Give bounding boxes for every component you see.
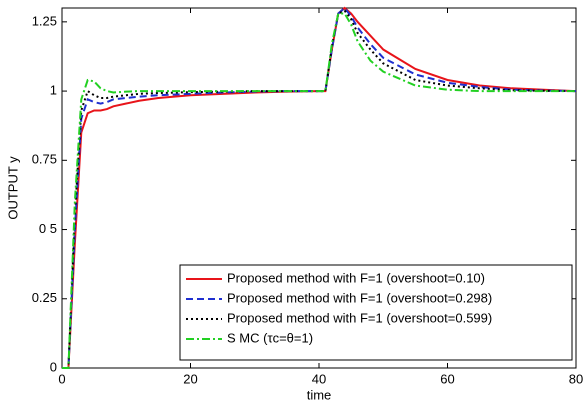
y-tick-label: 1.25 — [32, 13, 57, 28]
y-tick-label: 0 5 — [39, 221, 57, 236]
x-tick-label: 40 — [312, 371, 326, 386]
y-tick-label: 0.75 — [32, 152, 57, 167]
series-line — [62, 12, 576, 369]
x-axis-label: time — [307, 387, 332, 402]
y-tick-label: 0 — [50, 359, 57, 374]
x-tick-label: 80 — [569, 371, 583, 386]
x-tick-label: 20 — [183, 371, 197, 386]
legend-label: Proposed method with F=1 (overshoot=0.10… — [227, 270, 485, 285]
x-tick-label: 60 — [440, 371, 454, 386]
legend-label: S MC (τc=θ=1) — [227, 330, 313, 345]
x-tick-label: 0 — [58, 371, 65, 386]
legend-box — [179, 264, 573, 361]
y-tick-label: 1 — [50, 83, 57, 98]
y-tick-label: 0.25 — [32, 290, 57, 305]
y-axis-label: OUTPUT y — [5, 156, 20, 220]
legend-label: Proposed method with F=1 (overshoot=0.59… — [227, 310, 492, 325]
legend-label: Proposed method with F=1 (overshoot=0.29… — [227, 290, 492, 305]
